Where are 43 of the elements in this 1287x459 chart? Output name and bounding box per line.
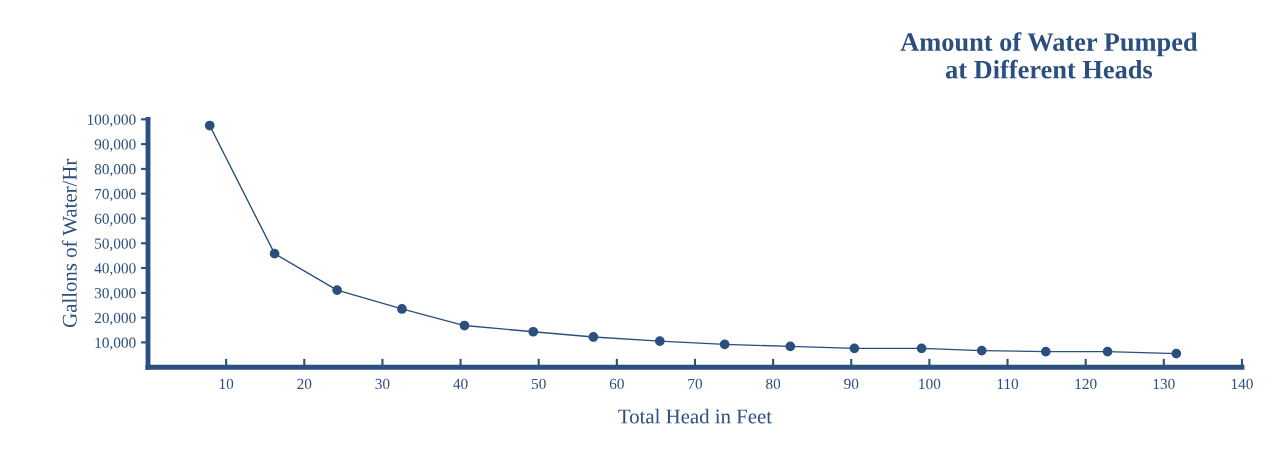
x-tick-label: 30 — [375, 378, 390, 390]
point — [916, 343, 927, 354]
x-tick-label: 110 — [997, 378, 1019, 390]
y-tick-label: 90,000 — [94, 139, 136, 152]
x-axis-title: Total Head in Feet — [618, 408, 772, 424]
point — [204, 120, 215, 131]
y-tick-label: 50,000 — [95, 238, 136, 251]
x-tick-label: 120 — [1075, 378, 1097, 390]
point — [459, 320, 470, 331]
y-tick-label: 30,000 — [94, 287, 136, 301]
y-tick-label: 80,000 — [94, 164, 136, 177]
chart-title: Amount of Water Pumped at Different Heads — [900, 32, 1198, 79]
y-tick-label: 100,000 — [87, 114, 136, 127]
point — [976, 345, 987, 356]
x-tick-label: 100 — [919, 378, 941, 390]
point — [1040, 346, 1051, 357]
y-tick-label: 20,000 — [94, 312, 136, 326]
point — [269, 248, 280, 259]
x-tick-label: 60 — [609, 378, 624, 390]
x-tick-label: 140 — [1231, 378, 1253, 390]
point — [785, 341, 796, 352]
point — [332, 285, 342, 295]
point — [528, 326, 539, 337]
point — [588, 332, 599, 342]
y-tick-label: 40,000 — [94, 263, 136, 276]
x-tick-label: 70 — [688, 378, 703, 390]
x-tick-label: 20 — [297, 378, 312, 390]
point — [1171, 348, 1182, 359]
x-tick-label: 90 — [844, 378, 859, 390]
x-tick-label: 50 — [531, 378, 546, 390]
x-tick-label: 130 — [1153, 378, 1175, 390]
point — [397, 304, 407, 314]
point — [719, 339, 730, 350]
y-tick-label: 70,000 — [95, 188, 136, 202]
y-tick-label: 60,000 — [94, 213, 136, 227]
point — [654, 336, 665, 347]
point — [1102, 346, 1113, 357]
x-tick-label: 80 — [766, 378, 781, 390]
y-tick-label: 10,000 — [95, 337, 136, 351]
point — [849, 343, 860, 354]
x-tick-label: 40 — [453, 378, 468, 390]
y-axis-title: Gallons of Water/Hr — [61, 158, 77, 328]
x-tick-label: 10 — [219, 378, 234, 390]
